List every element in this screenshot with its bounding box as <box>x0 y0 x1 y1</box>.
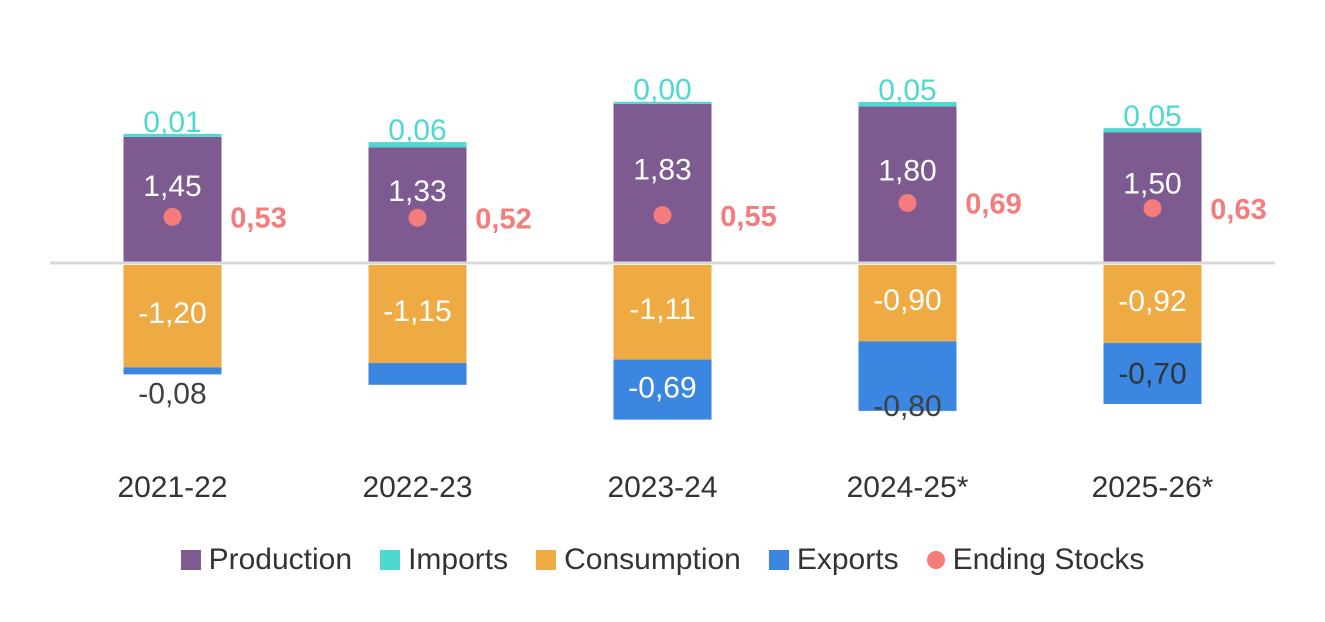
chart-legend: Production Imports Consumption Exports Endin… <box>0 538 1325 582</box>
bars-layer <box>123 101 1202 420</box>
label-exports: -0,08 <box>138 377 206 410</box>
legend-label: Exports <box>796 543 899 576</box>
category-label: 2025-26* <box>1092 471 1214 504</box>
bar-imports <box>613 101 712 104</box>
label-ending-stocks: 0,63 <box>1210 194 1266 226</box>
label-consumption: -1,20 <box>138 297 206 330</box>
legend-item: Imports <box>380 543 508 577</box>
label-consumption: -0,90 <box>873 284 941 317</box>
legend-item: Ending Stocks <box>926 543 1145 577</box>
legend-item: Consumption <box>536 543 741 577</box>
label-consumption: -0,92 <box>1118 285 1186 318</box>
legend-item: Production <box>180 543 353 577</box>
label-ending-stocks: 0,52 <box>475 203 531 235</box>
legend-swatch <box>768 550 789 570</box>
ending-stocks-point <box>1143 199 1162 218</box>
bar-imports <box>858 102 957 107</box>
category-label: 2022-23 <box>362 471 472 504</box>
labels-layer: 1,45 0,01 -1,20 -0,08 0,53 2021-22 1,33 0,06 -1,… <box>117 74 1266 504</box>
bar-exports <box>613 359 712 420</box>
bar-production <box>123 136 222 263</box>
label-imports: 0,05 <box>1123 100 1181 133</box>
label-ending-stocks: 0,55 <box>720 201 776 233</box>
legend-label: Ending Stocks <box>952 543 1145 576</box>
label-imports: 0,05 <box>878 74 936 107</box>
label-production: 1,50 <box>1123 168 1181 201</box>
legend-swatch <box>180 550 201 570</box>
label-imports: 0,06 <box>388 114 446 147</box>
bar-consumption <box>368 265 467 364</box>
bar-imports <box>123 133 222 137</box>
label-imports: 0,01 <box>143 106 201 139</box>
bar-consumption <box>1103 265 1202 344</box>
bar-production <box>368 147 467 263</box>
bar-exports <box>368 363 467 385</box>
bar-imports <box>1103 128 1202 133</box>
bar-exports <box>123 367 222 375</box>
label-consumption: -1,11 <box>629 293 695 326</box>
category-label: 2021-22 <box>117 471 227 504</box>
label-exports: -0,80 <box>873 390 941 423</box>
label-ending-stocks: 0,53 <box>230 203 286 235</box>
bar-consumption <box>123 265 222 368</box>
label-production: 1,33 <box>388 175 446 208</box>
ending-stocks-point <box>408 208 427 227</box>
legend-swatch <box>926 551 945 569</box>
bar-production <box>858 106 957 264</box>
label-consumption: -1,15 <box>383 295 451 328</box>
label-exports: -0,69 <box>628 372 696 405</box>
category-label: 2024-25* <box>847 471 969 504</box>
label-ending-stocks: 0,69 <box>965 189 1021 221</box>
bar-production <box>1103 132 1202 263</box>
legend-label: Consumption <box>564 543 741 576</box>
bar-imports <box>368 142 467 148</box>
label-production: 1,45 <box>143 170 201 203</box>
legend-label: Production <box>208 543 353 576</box>
label-production: 1,83 <box>633 153 691 186</box>
ending-stocks-point <box>653 206 672 225</box>
legend-swatch <box>536 550 557 570</box>
legend-label: Imports <box>408 543 509 576</box>
legend-item: Exports <box>768 543 899 577</box>
bar-consumption <box>613 265 712 360</box>
bar-production <box>613 103 712 263</box>
category-label: 2023-24 <box>607 471 717 504</box>
label-production: 1,80 <box>878 155 936 188</box>
ending-stocks-point <box>163 207 182 226</box>
legend-swatch <box>380 550 401 570</box>
ending-stocks-point <box>898 193 917 212</box>
label-imports: 0,00 <box>633 74 691 107</box>
bar-consumption <box>858 265 957 342</box>
label-exports: -0,70 <box>1118 357 1186 390</box>
bar-exports <box>858 341 957 411</box>
bar-exports <box>1103 343 1202 404</box>
